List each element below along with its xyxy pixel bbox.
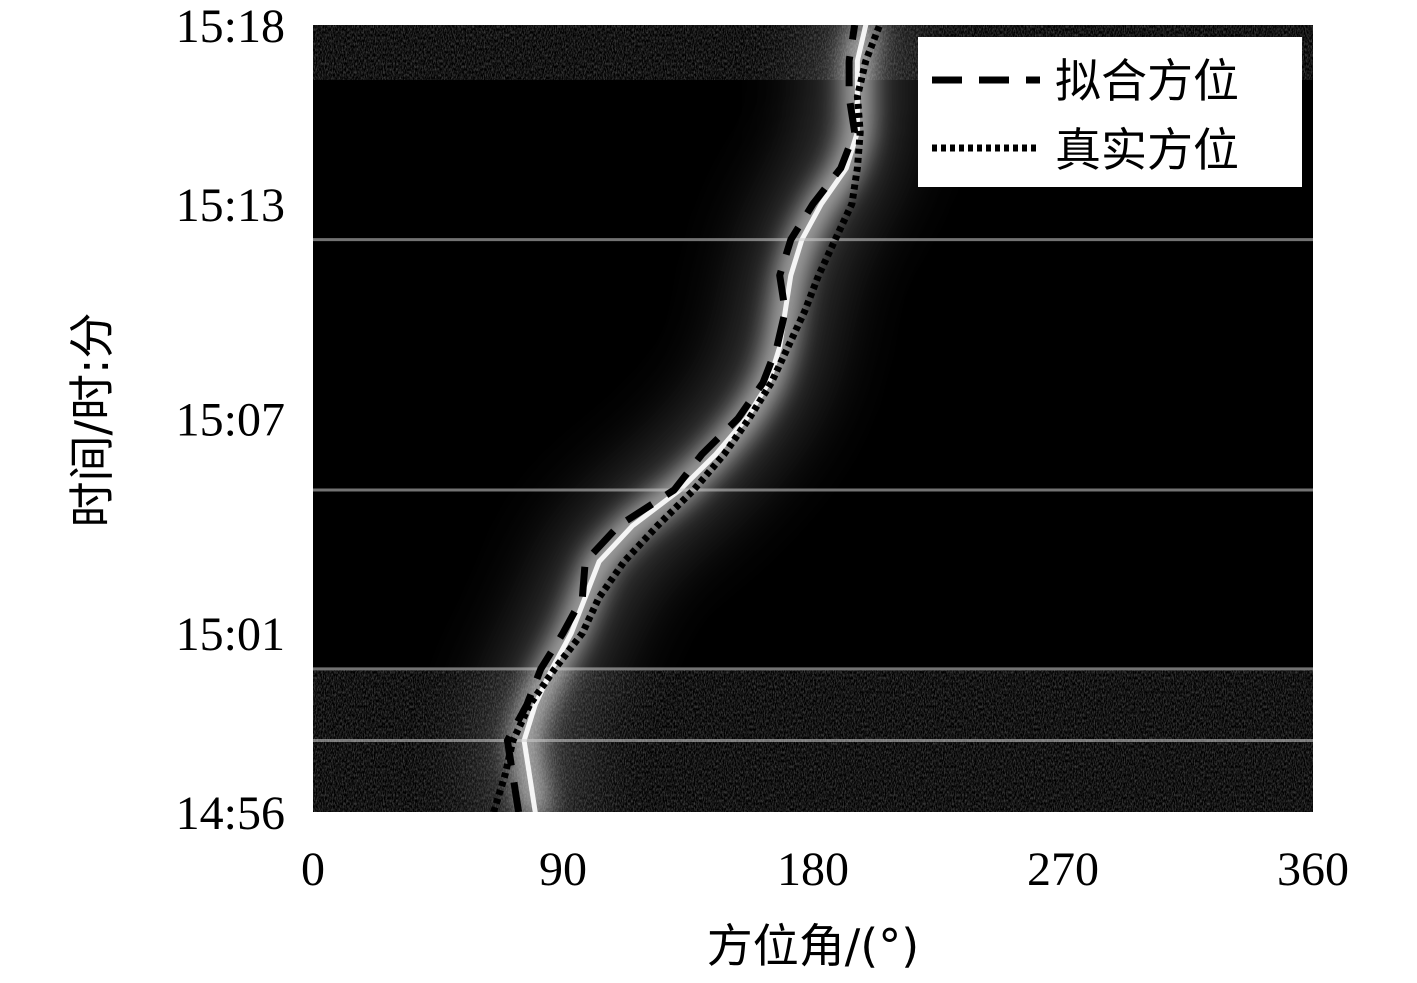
- y-tick-label: 14:56: [176, 787, 285, 840]
- series-line-fitted: [503, 25, 859, 812]
- horizontal-streaks: [313, 238, 1313, 742]
- y-tick-label: 15:18: [176, 0, 285, 53]
- y-tick-label: 15:01: [176, 608, 285, 661]
- x-tick-label: 0: [301, 843, 325, 896]
- legend-label-fitted: 拟合方位: [1055, 54, 1239, 108]
- intensity-ridge: [488, 25, 901, 812]
- series-lines: [490, 25, 883, 812]
- y-tick-label: 15:07: [176, 394, 285, 447]
- legend: 拟合方位 真实方位: [918, 37, 1302, 187]
- x-tick-label: 360: [1277, 843, 1349, 896]
- ridge-peak: [521, 25, 869, 812]
- legend-box: [918, 37, 1302, 187]
- x-axis-title: 方位角/(°): [707, 919, 919, 973]
- y-axis-title: 时间/时:分: [65, 313, 119, 528]
- legend-label-true: 真实方位: [1055, 123, 1239, 177]
- x-tick-label: 90: [539, 843, 587, 896]
- x-tick-label: 270: [1027, 843, 1099, 896]
- x-tick-label: 180: [777, 843, 849, 896]
- x-axis-ticks: 0 90 180 270 360: [301, 843, 1349, 896]
- y-tick-label: 15:13: [176, 179, 285, 232]
- y-axis-ticks: 14:56 15:01 15:07 15:13 15:18: [176, 0, 285, 840]
